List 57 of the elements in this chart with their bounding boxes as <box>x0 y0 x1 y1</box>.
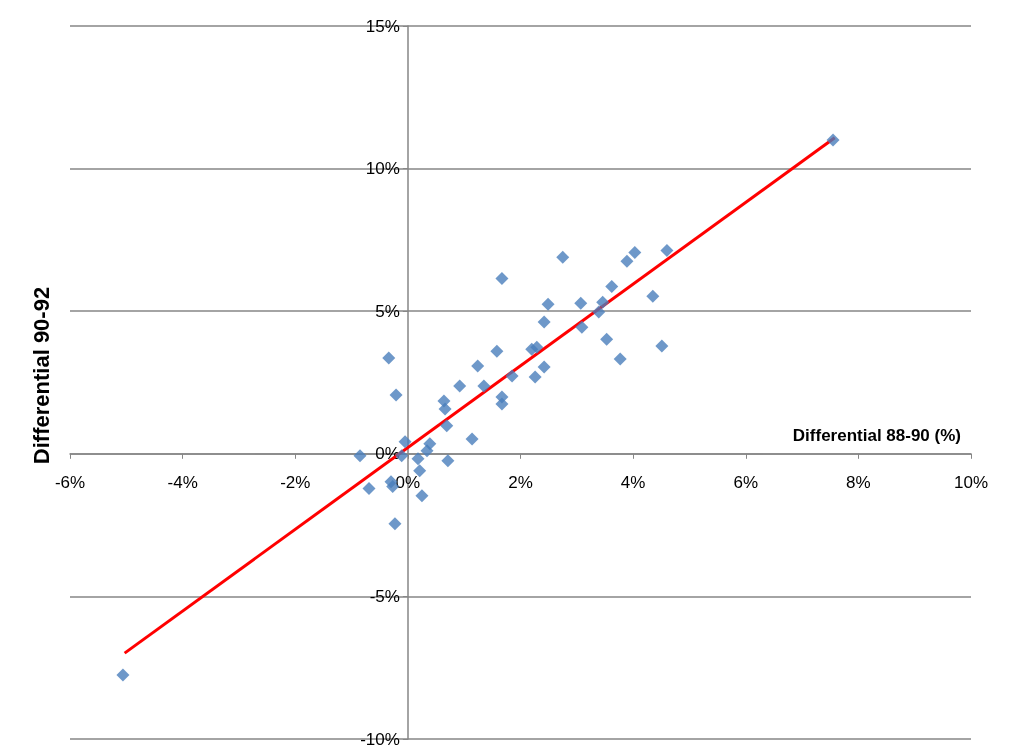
y-tick-label: 15% <box>365 16 400 36</box>
x-axis-title: Differential 88-90 (%) <box>792 425 961 445</box>
point <box>528 370 542 384</box>
point <box>620 254 634 268</box>
x-tick-label: -2% <box>280 472 311 492</box>
point <box>353 449 367 463</box>
y-axis-title: Differential 90-92 <box>28 286 54 465</box>
point <box>490 344 504 358</box>
point <box>413 464 427 478</box>
point <box>655 339 669 353</box>
point <box>575 320 589 334</box>
point <box>530 340 544 354</box>
point <box>438 402 452 416</box>
point <box>495 397 509 411</box>
point <box>465 432 479 446</box>
x-tick-label: 2% <box>508 472 533 492</box>
point <box>389 388 403 402</box>
point <box>116 668 130 682</box>
y-tick-label: 5% <box>375 301 400 321</box>
point <box>382 351 396 365</box>
point <box>628 245 642 259</box>
point <box>826 133 840 147</box>
point <box>411 452 425 466</box>
x-tick-label: -6% <box>54 472 86 492</box>
y-tick-label: -5% <box>369 586 400 606</box>
point <box>613 352 627 366</box>
point <box>388 517 402 531</box>
point <box>537 315 551 329</box>
point <box>537 360 551 374</box>
point <box>660 243 674 257</box>
point <box>495 271 509 285</box>
y-tick-label: 10% <box>365 159 400 179</box>
point <box>441 454 455 468</box>
point <box>453 379 467 393</box>
point <box>362 482 376 496</box>
point <box>541 297 555 311</box>
x-tick-label: -4% <box>167 472 198 492</box>
point <box>415 489 429 503</box>
point <box>477 379 491 393</box>
x-tick-label: 10% <box>953 472 989 492</box>
x-tick-label: 0% <box>395 472 421 492</box>
point <box>440 419 454 433</box>
x-tick-label: 4% <box>620 472 646 492</box>
point <box>505 369 519 383</box>
point <box>556 250 570 264</box>
x-tick-label: 8% <box>846 472 871 492</box>
point <box>398 435 412 449</box>
x-tick-label: 6% <box>733 472 759 492</box>
point <box>471 359 485 373</box>
y-tick-label: -10% <box>360 729 400 749</box>
point <box>605 279 619 293</box>
point <box>592 305 606 319</box>
point <box>596 295 610 309</box>
point <box>646 289 660 303</box>
point <box>600 332 614 346</box>
point <box>420 444 434 458</box>
point <box>574 296 588 310</box>
